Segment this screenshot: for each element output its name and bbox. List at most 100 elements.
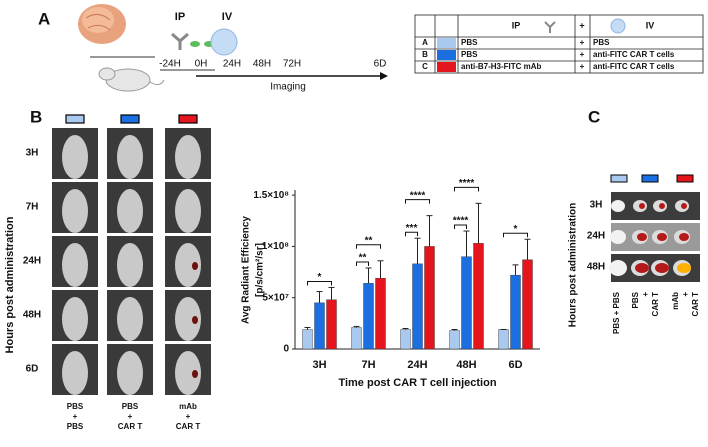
cell-icon — [210, 28, 238, 56]
column-label: PBS — [631, 291, 640, 308]
mouse-body — [175, 297, 201, 341]
significance-bracket — [503, 232, 528, 238]
axis-label: Hours post administration — [4, 216, 16, 353]
mouse-body — [175, 351, 201, 395]
bar — [351, 327, 362, 350]
table-cell: + — [580, 62, 585, 71]
group-swatch — [65, 114, 85, 124]
x-tick-label: 3H — [312, 359, 326, 371]
column-label: PBS — [67, 422, 84, 431]
table-header: IV — [646, 20, 655, 30]
table-cell: A — [422, 38, 428, 47]
tumor-signal — [635, 263, 649, 273]
group-swatch — [120, 114, 140, 124]
column-label: + — [641, 292, 650, 297]
table-cell: PBS — [461, 50, 478, 59]
timeline-tick: -24H — [159, 59, 181, 70]
tumor-signal — [657, 233, 667, 241]
panel-letter: B — [30, 107, 42, 126]
timeline-label: IV — [222, 11, 233, 23]
significance-label: * — [318, 272, 322, 283]
mouse-body — [175, 135, 201, 179]
table-antibody-icon — [544, 21, 556, 33]
x-axis-label: Time post CAR T cell injection — [338, 377, 496, 389]
x-tick-label: 48H — [456, 359, 476, 371]
significance-bracket — [307, 280, 332, 286]
table-cell-icon — [610, 18, 626, 34]
bar — [326, 299, 337, 350]
arrow-head — [380, 72, 388, 80]
significance-bracket — [356, 261, 369, 266]
timeline-label: IP — [175, 11, 185, 23]
significance-label: **** — [410, 190, 426, 201]
mouse-illustration — [98, 67, 165, 92]
tumor-signal — [659, 203, 665, 209]
table-grid — [414, 14, 704, 74]
significance-label: **** — [453, 216, 469, 227]
column-label: PBS — [67, 402, 84, 411]
significance-label: ** — [359, 253, 367, 264]
tumor-signal — [681, 203, 687, 209]
bar — [363, 283, 374, 350]
group-swatch — [178, 114, 198, 124]
bar — [510, 274, 521, 350]
bar — [375, 278, 386, 350]
column-label: mAb — [671, 292, 680, 310]
column-label: + — [73, 412, 78, 421]
row-label: 24H — [587, 231, 605, 242]
bar — [473, 243, 484, 350]
mouse-body — [62, 135, 88, 179]
table-cell: B — [422, 50, 428, 59]
antibody-icon — [171, 32, 214, 50]
y-tick-label: 1.5×10⁸ — [253, 190, 289, 201]
bar — [461, 256, 472, 350]
table-cell: + — [580, 50, 585, 59]
table-swatch — [437, 50, 456, 60]
mouse-body — [62, 243, 88, 287]
column-label: CAR T — [176, 422, 201, 431]
table-cell: PBS — [593, 38, 610, 47]
row-label: 7H — [26, 202, 39, 213]
group-swatch — [676, 174, 694, 183]
column-label: CAR T — [118, 422, 143, 431]
bar — [424, 246, 435, 350]
mouse-body — [62, 189, 88, 233]
organ-signal — [610, 230, 626, 244]
organ-illustration — [78, 4, 126, 44]
organ-signal — [609, 260, 627, 276]
panel-letter: A — [38, 9, 50, 28]
column-label: mAb — [179, 402, 197, 411]
row-label: 3H — [590, 200, 603, 211]
group-swatch — [610, 174, 628, 183]
table-header: IP — [512, 20, 521, 30]
column-label: CAR T — [651, 292, 660, 317]
table-cell: PBS — [461, 38, 478, 47]
timeline-label: Imaging — [270, 82, 306, 93]
timeline-tick: 6D — [374, 59, 387, 70]
significance-label: * — [514, 224, 518, 235]
significance-bracket — [405, 231, 418, 237]
x-tick-label: 6D — [508, 359, 522, 371]
mouse-body — [117, 243, 143, 287]
row-label: 24H — [23, 256, 41, 267]
bar — [522, 259, 533, 350]
column-label: + — [128, 412, 133, 421]
timeline-tick: 24H — [223, 59, 241, 70]
timeline-tick: 48H — [253, 59, 271, 70]
y-axis-label: [p/s/cm²/sr] — [255, 243, 266, 297]
column-label: PBS + PBS — [612, 291, 621, 334]
significance-bracket — [454, 224, 467, 230]
row-label: 48H — [587, 262, 605, 273]
bar — [400, 329, 411, 350]
mouse-body — [62, 297, 88, 341]
tumor-signal — [637, 233, 647, 241]
signal-spot — [192, 316, 198, 324]
mouse-body — [117, 297, 143, 341]
row-label: 48H — [23, 310, 41, 321]
mouse-body — [117, 189, 143, 233]
table-cell: C — [422, 62, 428, 71]
tumor-signal — [679, 233, 689, 241]
y-tick-label: 1×10⁸ — [262, 241, 290, 252]
significance-label: **** — [459, 178, 475, 189]
